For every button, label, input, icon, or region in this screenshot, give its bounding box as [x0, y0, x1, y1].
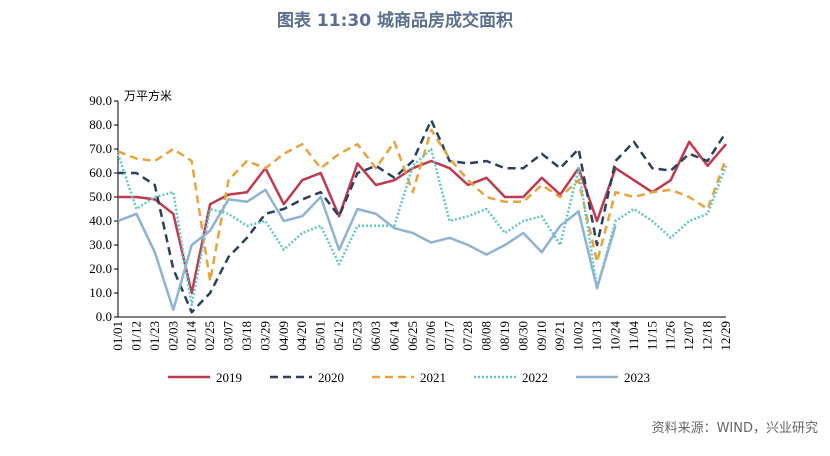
chart-title: 图表 11:30 城商品房成交面积: [277, 10, 513, 31]
x-tick-label: 11/04: [626, 321, 641, 351]
x-tick-label: 01/01: [110, 321, 125, 351]
x-tick-label: 10/13: [589, 321, 604, 351]
y-tick-label: 20.0: [89, 261, 112, 276]
legend-label: 2020: [318, 370, 344, 385]
x-tick-label: 04/09: [276, 321, 291, 351]
series-line: [118, 118, 728, 314]
legend-label: 2023: [624, 370, 650, 385]
unit-label: 万平方米: [124, 88, 172, 103]
x-tick-label: 09/21: [552, 321, 567, 351]
x-tick-label: 11/15: [644, 321, 659, 350]
y-tick-label: 10.0: [89, 285, 112, 300]
x-tick-label: 08/19: [497, 321, 512, 351]
legend-label: 2022: [522, 370, 548, 385]
x-tick-label: 09/10: [534, 321, 549, 351]
y-tick-label: 50.0: [89, 189, 112, 204]
y-tick-label: 40.0: [89, 213, 112, 228]
y-tick-label: 80.0: [89, 117, 112, 132]
x-tick-label: 08/30: [515, 321, 530, 351]
source-note: 资料来源：WIND，兴业研究: [652, 421, 818, 436]
y-tick-label: 30.0: [89, 237, 112, 252]
x-tick-label: 01/12: [128, 321, 143, 351]
x-tick-label: 02/25: [202, 321, 217, 351]
x-tick-label: 05/01: [313, 321, 328, 351]
series-line: [117, 188, 617, 312]
x-tick-label: 08/08: [478, 321, 493, 351]
legend-label: 2021: [420, 370, 446, 385]
x-tick-label: 05/23: [350, 321, 365, 351]
x-tick-label: 03/07: [221, 321, 236, 351]
x-tick-label: 07/17: [442, 321, 457, 351]
y-tick-label: 60.0: [89, 165, 112, 180]
x-tick-label: 03/18: [239, 321, 254, 351]
y-tick-label: 0.0: [96, 309, 112, 324]
x-tick-label: 12/29: [718, 321, 733, 351]
x-tick-label: 04/20: [294, 321, 309, 351]
x-tick-label: 05/12: [331, 321, 346, 351]
x-tick-label: 02/14: [184, 321, 199, 351]
x-tick-label: 06/14: [386, 321, 401, 351]
series-line: [117, 128, 728, 283]
y-tick-label: 90.0: [89, 93, 112, 108]
x-tick-label: 01/23: [147, 321, 162, 351]
x-tick-label: 02/03: [165, 321, 180, 351]
x-tick-label: 10/02: [571, 321, 586, 351]
x-tick-label: 06/25: [405, 321, 420, 351]
x-tick-label: 07/28: [460, 321, 475, 351]
y-tick-label: 70.0: [89, 141, 112, 156]
x-tick-label: 07/06: [423, 321, 438, 351]
x-tick-label: 12/18: [700, 321, 715, 351]
x-tick-label: 10/24: [607, 321, 622, 351]
x-tick-label: 12/07: [681, 321, 696, 351]
legend-label: 2019: [216, 370, 242, 385]
x-tick-label: 06/03: [368, 321, 383, 351]
x-tick-label: 03/29: [257, 321, 272, 351]
x-tick-label: 11/26: [663, 321, 678, 351]
series-line: [116, 147, 728, 307]
